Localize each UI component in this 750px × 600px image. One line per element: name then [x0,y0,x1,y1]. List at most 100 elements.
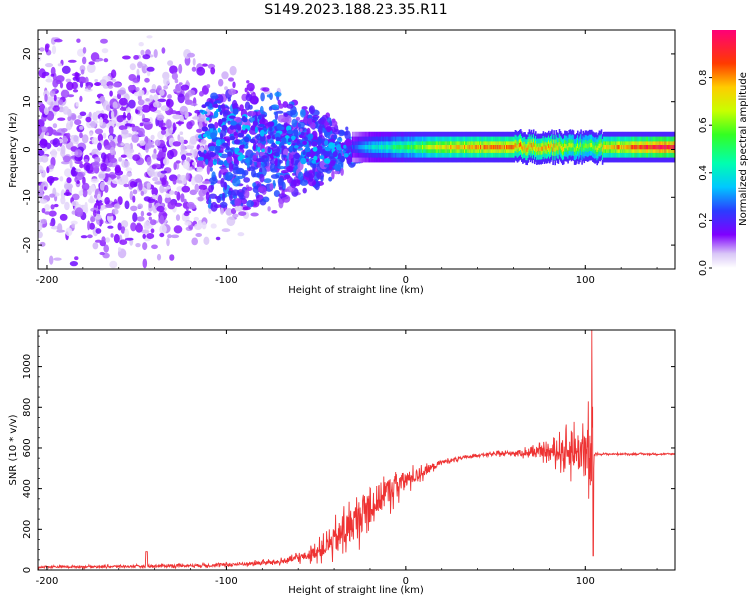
spectrogram-cell [270,163,275,172]
spectrogram-cell [317,118,325,125]
spectrogram-ridge-cell [386,145,389,150]
spectrogram-cell [193,216,199,221]
spectrogram-cell [120,142,125,146]
spectrogram-cell [87,234,93,239]
spectrogram-cell [64,168,72,178]
spectrogram-cell [197,156,205,161]
spectrogram-cell [79,132,83,139]
spectrogram-cell [323,152,331,157]
spectrogram-ridge-cell [433,145,436,150]
spectrogram-cell [160,170,167,174]
spectrogram-cell [79,111,87,117]
spectrogram-cell [308,173,314,181]
spectrogram-cell [201,63,208,67]
spectrogram-ridge-cell [453,145,455,150]
colorbar-label: Normalized spectral amplitude [738,72,749,226]
spectrogram-cell [128,99,136,109]
spectrogram-cell [109,157,117,163]
spectrogram-cell [46,176,51,183]
spectrogram-ridge-cell [540,147,542,152]
spectrogram-cell [197,196,204,202]
spectrogram-cell [105,104,112,112]
spectrogram-ridge-cell [484,145,486,150]
spectrogram-cell [169,190,175,195]
spectrogram-cell [220,207,224,215]
spectrogram-cell [79,125,84,130]
spectrogram-cell [169,65,178,74]
spectrogram-ridge-cell [437,145,439,150]
spectrogram-cell [198,184,208,191]
spectrogram-cell [99,95,105,104]
spectrogram-ridge-cell [452,145,454,150]
spectrogram-cell [206,84,211,89]
spectrogram-ridge-cell [608,145,610,150]
spectrogram-ridge-cell [581,147,583,152]
spectrogram-cell [129,148,135,154]
spectrogram-ridge-cell [612,145,615,150]
spectrogram-cell [86,63,96,73]
spectrogram-cell [250,212,259,217]
spectrogram-ridge-cell [382,145,384,150]
spectrogram-cell [63,192,72,196]
spectrogram-cell [276,110,284,114]
spectrogram-cell [173,225,183,234]
spectrogram-cell [229,135,236,141]
spectrogram-cell [297,143,304,147]
spectrogram-ridge-cell [362,145,365,150]
spectrogram-cell [163,76,170,86]
spectrogram-cell [95,228,102,234]
spectrogram-ridge-cell [481,145,483,150]
spectrogram-cell [201,126,209,132]
spectrogram-cell [173,162,177,170]
spectrogram-cell [148,201,152,209]
spectrogram-cell [270,104,280,110]
spectrogram-ridge-cell [467,145,469,150]
spectrogram-ridge-cell [514,143,517,148]
spectrogram-cell [154,181,163,185]
spectrogram-cell [180,193,185,203]
spectrogram-cell [135,223,143,233]
spectrogram-cell [269,126,273,132]
spectrogram-ridge-cell [423,145,425,150]
spectrogram-cell [142,233,146,239]
spectrogram-cell [124,237,134,241]
spectrogram-cell [38,222,43,231]
spectrogram-ridge-cell [432,145,435,150]
spectrogram-cell [121,160,130,169]
spectrogram-cell [217,127,221,133]
spectrogram-cell [126,172,133,178]
spectrogram-cell [198,189,206,197]
spectrogram-ridge-cell [609,145,611,150]
spectrogram-cell [259,118,269,126]
spectrogram-ridge-cell [579,144,581,150]
spectrogram-cell [112,101,118,109]
spectrogram-cell [308,105,315,115]
spectrogram-cell [38,138,41,142]
spectrogram-cell [262,196,270,203]
spectrogram-x-tick-label: -200 [36,275,59,286]
spectrogram-cell [44,93,48,102]
spectrogram-ridge-cell [479,145,481,150]
spectrogram-ridge-cell [644,145,647,150]
spectrogram-ridge-cell [445,145,448,150]
spectrogram-cell [267,121,274,127]
spectrogram-ridge-cell [543,146,546,151]
spectrogram-cell [39,199,48,204]
spectrogram-cell [172,178,177,185]
spectrogram-ridge-cell [464,145,466,150]
spectrogram-ridge-cell [492,145,494,150]
spectrogram-cell [194,183,200,193]
spectrogram-cell [197,114,206,122]
spectrogram-cell [125,107,131,113]
spectrogram-cell [50,73,55,77]
spectrogram-cell [294,145,299,149]
spectrogram-cell [234,205,243,212]
spectrogram-cell [169,254,175,261]
spectrogram-ridge-cell [399,145,401,150]
spectrogram-cell [82,56,87,65]
spectrogram-ridge-cell [626,145,629,150]
spectrogram-cell [75,168,81,172]
spectrogram-ridge-cell [556,145,559,150]
spectrogram-ridge-cell [639,145,642,150]
